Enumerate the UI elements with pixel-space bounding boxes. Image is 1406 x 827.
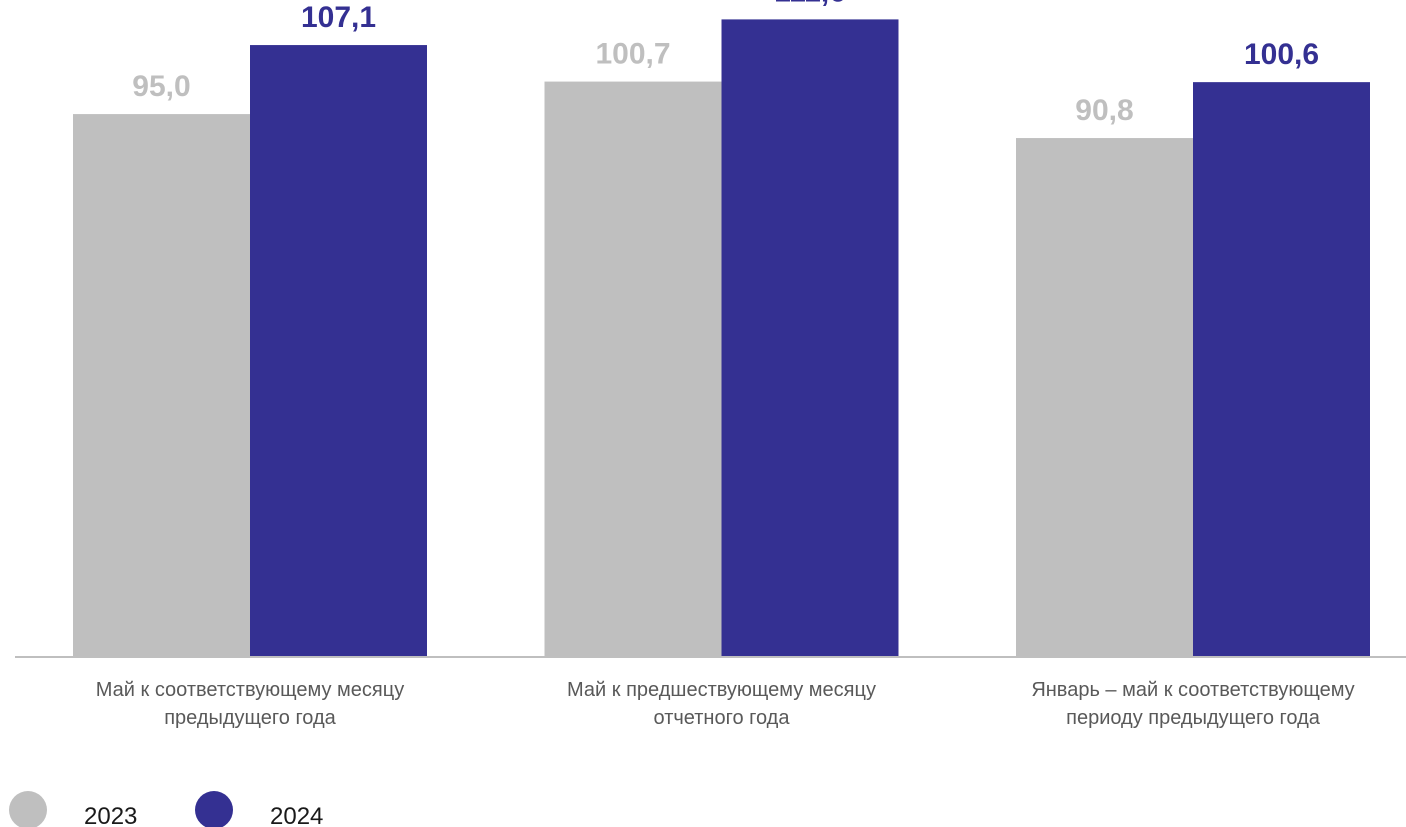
category-labels: Май к соответствующему месяцу предыдущего…	[96, 679, 1355, 729]
category-label-2-line-1: Май к предшествующему месяцу	[567, 679, 876, 701]
category-label-1-line-2: предыдущего года	[164, 707, 336, 729]
value-label-2023-3: 90,8	[1075, 94, 1133, 127]
legend-label-2024: 2024	[270, 803, 323, 827]
bar-2024-3	[1193, 82, 1370, 657]
bar-2024-1	[250, 45, 427, 657]
bar-2023-2	[544, 81, 722, 657]
category-label-3-line-1: Январь – май к соответствующему	[1031, 679, 1354, 701]
value-label-2024-1: 107,1	[301, 1, 376, 34]
value-label-2023-2: 100,7	[595, 38, 670, 71]
value-labels: 95,0 107,1 100,7 111,6 90,8 100,6	[132, 0, 1319, 127]
bar-2023-1	[73, 114, 250, 656]
legend-marker-2023	[9, 791, 47, 827]
value-label-2024-3: 100,6	[1244, 38, 1319, 71]
value-label-2023-1: 95,0	[132, 70, 190, 103]
legend-label-2023: 2023	[84, 803, 137, 827]
category-label-1-line-1: Май к соответствующему месяцу	[96, 679, 404, 701]
legend-marker-2024	[195, 791, 233, 827]
bar-2023-3	[1016, 138, 1193, 656]
category-label-3-line-2: периоду предыдущего года	[1066, 707, 1321, 729]
category-label-2-line-2: отчетного года	[654, 707, 791, 729]
value-label-2024-2: 111,6	[774, 0, 846, 8]
bars	[73, 19, 1370, 657]
bar-2024-2	[721, 19, 899, 657]
legend: 2023 2024	[9, 791, 323, 827]
